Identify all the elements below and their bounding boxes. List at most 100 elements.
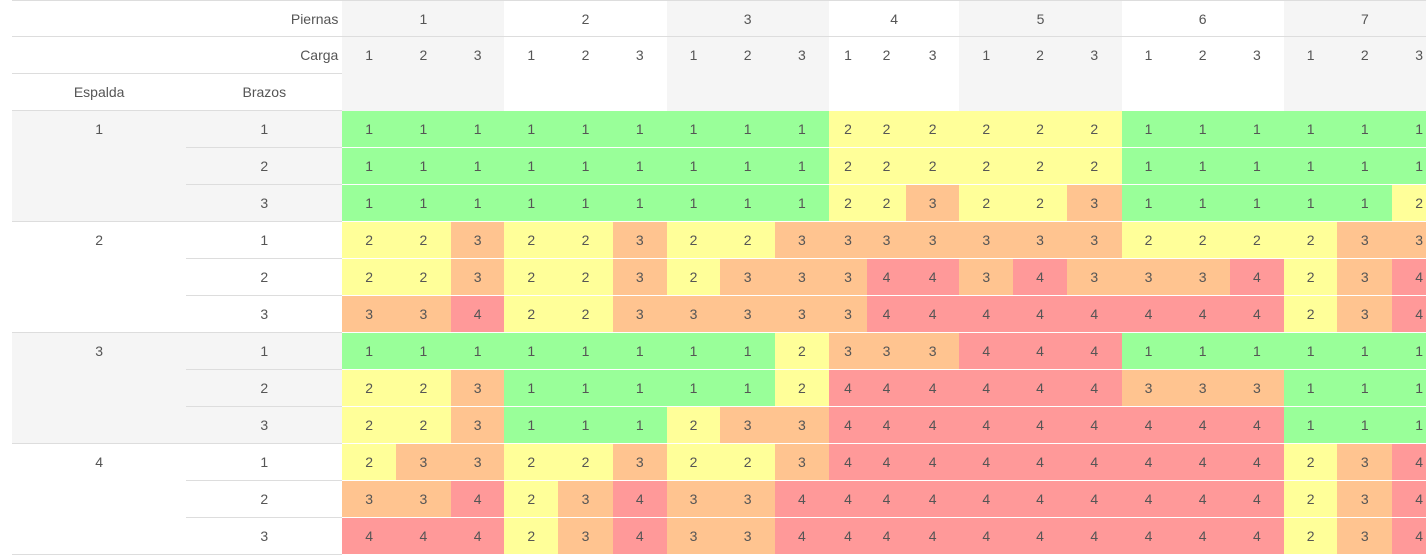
risk-cell: 1 [1337,110,1393,148]
piernas-header-2: 2 [504,0,667,37]
risk-cell: 2 [867,184,906,222]
risk-cell: 2 [504,258,559,296]
risk-cell: 3 [450,406,505,444]
risk-cell: 4 [959,295,1014,333]
risk-cell: 3 [666,295,721,333]
carga-header: 3 [1066,36,1122,74]
risk-cell: 3 [1066,258,1122,296]
risk-cell: 1 [1283,110,1338,148]
header-spacer [1122,74,1284,111]
risk-cell: 2 [342,406,397,444]
risk-cell: 4 [1013,406,1067,444]
risk-cell: 3 [558,480,613,518]
risk-cell: 4 [342,517,397,555]
risk-cell: 1 [558,369,613,407]
risk-cell: 3 [775,443,829,481]
risk-cell: 1 [666,110,721,148]
risk-cell: 1 [1175,332,1231,370]
risk-cell: 4 [828,443,868,481]
risk-cell: 4 [1066,295,1122,333]
risk-cell: 4 [1230,443,1284,481]
risk-cell: 1 [504,184,559,222]
risk-cell: 2 [905,110,960,148]
risk-cell: 1 [1175,184,1231,222]
risk-cell: 3 [959,258,1014,296]
risk-cell: 3 [775,258,829,296]
carga-label: Carga [186,36,343,74]
risk-cell: 3 [1121,369,1176,407]
risk-cell: 1 [612,147,667,185]
risk-cell: 4 [959,443,1014,481]
espalda-value: 2 [12,221,187,333]
risk-cell: 4 [1066,332,1122,370]
risk-cell: 1 [342,147,397,185]
brazos-value: 1 [186,332,343,370]
risk-cell: 4 [1013,369,1067,407]
carga-header: 1 [1144,47,1153,64]
risk-cell: 2 [828,110,868,148]
risk-cell: 4 [1230,480,1284,518]
piernas-header-1: 1 [342,0,505,37]
risk-cell: 2 [1121,221,1176,259]
risk-cell: 3 [905,221,960,259]
risk-cell: 1 [612,332,667,370]
risk-cell: 3 [775,295,829,333]
risk-cell: 4 [1230,295,1284,333]
risk-cell: 4 [1230,406,1284,444]
risk-cell: 1 [612,369,667,407]
risk-cell: 4 [1230,517,1284,555]
brazos-value: 3 [186,295,343,333]
piernas-header-5: 5 [959,0,1122,37]
risk-cell: 1 [1392,110,1426,148]
risk-cell: 1 [450,110,505,148]
risk-cell: 1 [558,406,613,444]
risk-cell: 4 [828,369,868,407]
risk-cell: 3 [666,480,721,518]
header-spacer [342,73,505,111]
risk-cell: 1 [1392,369,1426,407]
risk-cell: 1 [558,184,613,222]
risk-cell: 4 [1013,258,1067,296]
risk-cell: 4 [1175,406,1231,444]
risk-cell: 4 [959,369,1014,407]
carga-header: 3 [775,36,829,74]
risk-cell: 2 [1230,221,1284,259]
risk-cell: 2 [504,221,559,259]
risk-cell: 2 [342,443,397,481]
risk-cell: 2 [720,443,776,481]
risk-cell: 1 [1121,147,1176,185]
risk-cell: 2 [396,406,451,444]
risk-cell: 3 [612,443,667,481]
risk-cell: 3 [1066,184,1122,222]
risk-cell: 1 [396,184,451,222]
risk-cell: 1 [1337,369,1393,407]
risk-cell: 3 [828,221,868,259]
risk-cell: 2 [396,258,451,296]
carga-header: 2 [396,36,451,74]
risk-cell: 1 [1283,184,1338,222]
risk-cell: 3 [450,369,505,407]
risk-cell: 4 [1013,332,1067,370]
risk-cell: 1 [775,110,829,148]
carga-header: 3 [1252,47,1261,64]
risk-cell: 1 [1230,184,1284,222]
risk-cell: 3 [1337,258,1393,296]
brazos-value: 1 [186,110,343,148]
brazos-value: 2 [186,369,343,407]
risk-cell: 3 [396,443,451,481]
carga-header: 3 [1392,36,1426,74]
risk-cell: 3 [450,221,505,259]
risk-cell: 4 [905,517,960,555]
risk-cell: 1 [450,332,505,370]
risk-cell: 1 [1121,332,1176,370]
risk-cell: 1 [1337,406,1393,444]
risk-cell: 1 [342,110,397,148]
risk-cell: 4 [1392,480,1426,518]
risk-cell: 4 [1175,517,1231,555]
risk-cell: 4 [905,406,960,444]
